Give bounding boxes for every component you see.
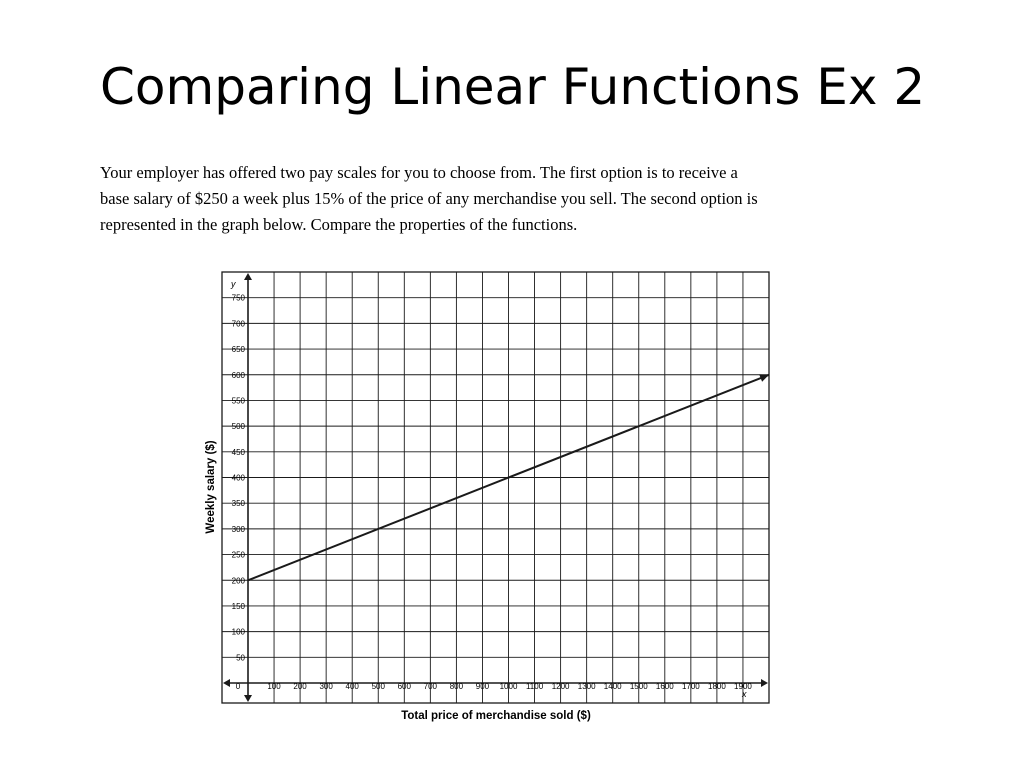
x-tick-label: 700 bbox=[424, 682, 438, 691]
chart-tick-labels: y x 0 50 100 150 200 250 300 350 400 450 500 550 600 65… bbox=[230, 279, 752, 699]
x-tick-label: 1100 bbox=[526, 682, 544, 691]
chart-frame bbox=[221, 271, 770, 704]
x-tick-label: 900 bbox=[476, 682, 490, 691]
salary-line-arrow bbox=[759, 374, 769, 382]
y-tick-label: 700 bbox=[232, 319, 246, 328]
y-tick-label: 200 bbox=[232, 576, 246, 585]
x-axis-arrow-left bbox=[223, 679, 230, 687]
chart-axes bbox=[223, 273, 768, 702]
x-tick-label: 500 bbox=[372, 682, 386, 691]
y-tick-label: 500 bbox=[232, 422, 246, 431]
problem-line: base salary of $250 a week plus 15% of t… bbox=[100, 189, 758, 208]
y-tick-label: 250 bbox=[232, 551, 246, 560]
x-tick-label: 1500 bbox=[630, 682, 648, 691]
x-tick-label: 1000 bbox=[500, 682, 518, 691]
x-tick-label: 200 bbox=[293, 682, 307, 691]
y-tick-label: 350 bbox=[232, 499, 246, 508]
salary-line bbox=[247, 373, 770, 582]
x-tick-label: 1700 bbox=[682, 682, 700, 691]
x-tick-label: 1600 bbox=[656, 682, 674, 691]
x-tick-label: 600 bbox=[398, 682, 412, 691]
problem-text: Your employer has offered two pay scales… bbox=[100, 160, 900, 238]
x-tick-label: 300 bbox=[319, 682, 333, 691]
x-tick-label: 1400 bbox=[604, 682, 622, 691]
y-tick-label: 600 bbox=[232, 371, 246, 380]
x-tick-label: 800 bbox=[450, 682, 464, 691]
y-axis-arrow-down bbox=[244, 695, 252, 702]
y-tick-label: 150 bbox=[232, 602, 246, 611]
slide-title: Comparing Linear Functions Ex 2 bbox=[100, 58, 926, 116]
y-tick-label: 450 bbox=[232, 448, 246, 457]
x-axis-letter: x bbox=[741, 689, 747, 699]
problem-line: represented in the graph below. Compare … bbox=[100, 215, 578, 234]
x-tick-label: 1900 bbox=[734, 682, 752, 691]
problem-line: Your employer has offered two pay scales… bbox=[100, 163, 738, 182]
origin-label: 0 bbox=[236, 682, 241, 691]
y-tick-label: 650 bbox=[232, 345, 246, 354]
x-tick-label: 1800 bbox=[708, 682, 726, 691]
y-axis-arrow-up bbox=[244, 273, 252, 280]
y-axis-title: Weekly salary ($) bbox=[205, 440, 217, 533]
y-tick-label: 50 bbox=[236, 653, 245, 662]
x-axis-title: Total price of merchandise sold ($) bbox=[401, 710, 591, 722]
x-tick-label: 400 bbox=[346, 682, 360, 691]
y-tick-label: 100 bbox=[232, 628, 246, 637]
x-tick-label: 1300 bbox=[578, 682, 596, 691]
y-axis-letter: y bbox=[230, 279, 236, 289]
y-tick-label: 750 bbox=[232, 294, 246, 303]
x-axis-arrow-right bbox=[761, 679, 768, 687]
x-tick-label: 1200 bbox=[552, 682, 570, 691]
chart-grid bbox=[221, 271, 770, 704]
chart-series bbox=[247, 373, 770, 582]
y-tick-label: 300 bbox=[232, 525, 246, 534]
y-tick-label: 550 bbox=[232, 396, 246, 405]
y-tick-label: 400 bbox=[232, 474, 246, 483]
x-tick-label: 100 bbox=[267, 682, 281, 691]
